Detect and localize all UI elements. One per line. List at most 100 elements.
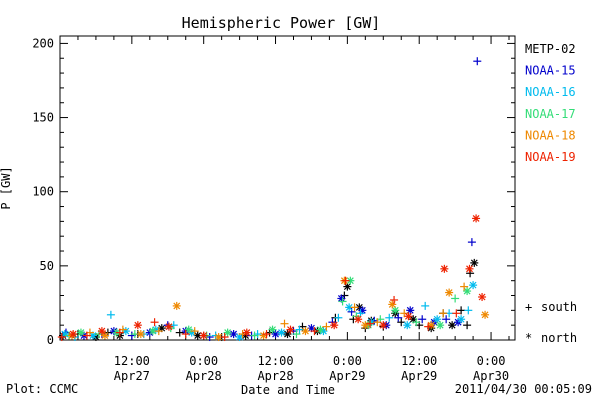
plot-frame: [59, 35, 516, 341]
noaa-17-south-point: [292, 330, 301, 339]
noaa-18-south-point: [400, 309, 409, 318]
metp-02-north-point: [193, 331, 202, 340]
y-tick-label: 50: [40, 259, 54, 273]
noaa-17-north-point: [391, 306, 400, 315]
noaa-19-south-point: [150, 318, 159, 327]
noaa-17-north-point: [223, 328, 232, 337]
noaa-18-north-point: [136, 330, 145, 339]
noaa-19-south-point: [57, 333, 66, 342]
chart-title: Hemispheric Power [GW]: [182, 14, 381, 32]
noaa-19-south-point: [341, 276, 350, 285]
noaa-19-south-point: [452, 309, 461, 318]
noaa-17-north-point: [268, 325, 277, 334]
x-tick-label-time: 12:00: [114, 354, 150, 368]
x-axis-label: Date and Time: [241, 383, 335, 397]
noaa-18-south-point: [154, 327, 163, 336]
noaa-18-south-point: [322, 322, 331, 331]
noaa-19-south-point: [181, 330, 190, 339]
noaa-18-south-point: [280, 319, 289, 328]
noaa-15-south-point: [394, 313, 403, 322]
noaa-16-south-point: [334, 313, 343, 322]
noaa-16-south-point: [295, 325, 304, 334]
noaa-19-south-point: [220, 333, 229, 342]
y-axis: 0 50 100 150 200: [32, 36, 515, 347]
legend-noaa-15: NOAA-15: [525, 64, 576, 78]
noaa-17-south-point: [250, 331, 259, 340]
noaa-19-south-point: [115, 328, 124, 337]
noaa-18-south-point: [350, 303, 359, 312]
marker-label-south: south: [541, 300, 577, 314]
noaa-19-south-point: [424, 322, 433, 331]
metp-02-south-point: [175, 328, 184, 337]
x-tick-label-time: 0:00: [333, 354, 362, 368]
metp-02-south-point: [457, 306, 466, 315]
x-tick-label-time: 0:00: [189, 354, 218, 368]
y-tick-label: 200: [32, 36, 54, 50]
legend-noaa-17: NOAA-17: [525, 107, 576, 121]
noaa-18-south-point: [460, 282, 469, 291]
noaa-18-south-point: [373, 318, 382, 327]
noaa-19-north-point: [478, 292, 487, 301]
noaa-18-south-point: [190, 327, 199, 336]
noaa-18-north-point: [361, 321, 370, 330]
legend-noaa-18: NOAA-18: [525, 128, 576, 142]
noaa-19-south-point: [262, 330, 271, 339]
noaa-18-north-point: [388, 300, 397, 309]
metp-02-south-point: [463, 321, 472, 330]
noaa-19-south-point: [82, 331, 91, 340]
noaa-19-north-point: [133, 321, 142, 330]
noaa-16-north-point: [433, 315, 442, 324]
legend: METP-02 NOAA-15 NOAA-16 NOAA-17 NOAA-18 NOAA-…: [525, 42, 576, 164]
legend-noaa-16: NOAA-16: [525, 85, 576, 99]
noaa-16-north-point: [469, 281, 478, 290]
noaa-15-south-point: [473, 57, 482, 66]
noaa-18-north-point: [100, 331, 109, 340]
noaa-16-north-point: [403, 321, 412, 330]
x-tick-label-date: Apr28: [186, 369, 222, 383]
noaa-19-south-point: [390, 295, 399, 304]
footer-timestamp: 2011/04/30 00:05:09: [454, 382, 592, 396]
noaa-16-south-point: [356, 309, 365, 318]
x-tick-label-date: Apr29: [329, 369, 365, 383]
noaa-19-north-point: [379, 321, 388, 330]
noaa-15-south-point: [467, 238, 476, 247]
noaa-16-north-point: [457, 315, 466, 324]
noaa-17-north-point: [346, 276, 355, 285]
metp-02-north-point: [470, 258, 479, 267]
metp-02-south-point: [397, 318, 406, 327]
metp-02-north-point: [448, 321, 457, 330]
marker-symbol-north: *: [525, 331, 532, 345]
noaa-16-south-point: [464, 306, 473, 315]
x-tick-label-time: 12:00: [257, 354, 293, 368]
noaa-19-south-point: [310, 327, 319, 336]
noaa-16-north-point: [277, 328, 286, 337]
noaa-17-north-point: [148, 327, 157, 336]
noaa-18-south-point: [439, 309, 448, 318]
noaa-17-south-point: [338, 297, 347, 306]
noaa-18-north-point: [172, 301, 181, 310]
noaa-16-south-point: [106, 310, 115, 319]
noaa-19-north-point: [286, 325, 295, 334]
marker-legend: + south * north: [525, 300, 577, 345]
noaa-17-south-point: [412, 318, 421, 327]
y-axis-label: P [GW]: [0, 166, 13, 209]
noaa-15-south-point: [442, 315, 451, 324]
noaa-18-north-point: [481, 310, 490, 319]
noaa-16-south-point: [385, 313, 394, 322]
noaa-19-north-point: [472, 214, 481, 223]
x-tick-label-time: 0:00: [477, 354, 506, 368]
noaa-19-north-point: [465, 264, 474, 273]
x-tick-label-date: Apr29: [401, 369, 437, 383]
noaa-17-north-point: [76, 328, 85, 337]
noaa-19-north-point: [440, 264, 449, 273]
x-tick-label-time: 12:00: [401, 354, 437, 368]
data-points: [57, 57, 490, 342]
y-tick-label: 150: [32, 111, 54, 125]
legend-metp-02: METP-02: [525, 42, 576, 56]
noaa-19-north-point: [354, 315, 363, 324]
noaa-17-north-point: [463, 287, 472, 296]
noaa-17-south-point: [451, 294, 460, 303]
x-axis: 12:00Apr270:00Apr2812:00Apr280:00Apr2912…: [77, 36, 510, 383]
x-tick-label-date: Apr27: [114, 369, 150, 383]
